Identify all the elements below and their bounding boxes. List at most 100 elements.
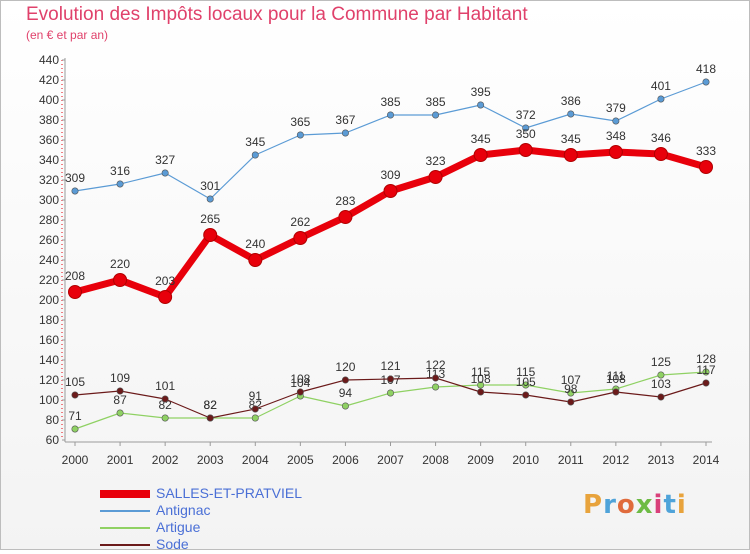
data-label: 345 (471, 132, 491, 146)
x-tick-label: 2014 (693, 453, 720, 467)
y-tick-label: 300 (39, 193, 59, 207)
data-point (428, 170, 443, 184)
data-point (296, 131, 304, 139)
logo-letter: i (676, 490, 687, 520)
legend-label: Sode (156, 536, 189, 552)
x-tick-label: 2009 (467, 453, 494, 467)
data-point (473, 148, 488, 162)
chart-title: Evolution des Impôts locaux pour la Comm… (26, 4, 528, 25)
data-label: 108 (606, 372, 626, 386)
data-label: 327 (155, 153, 175, 167)
series-antignac: 309 316 327 301 345 365 367 385 385 395 372 386 379 4… (65, 62, 716, 203)
data-label: 87 (113, 393, 127, 407)
data-label: 94 (339, 386, 353, 400)
data-point (702, 379, 710, 387)
x-tick-label: 2001 (107, 453, 134, 467)
data-point (251, 405, 259, 413)
data-label: 301 (200, 179, 220, 193)
data-label: 386 (561, 94, 581, 108)
data-point (657, 371, 665, 379)
data-label: 117 (696, 363, 715, 377)
data-point (518, 143, 533, 157)
legend-swatch (100, 544, 150, 546)
y-tick-label: 140 (39, 353, 59, 367)
data-label: 333 (696, 144, 716, 158)
data-point (116, 409, 124, 417)
data-label: 108 (471, 372, 491, 386)
proxiti-logo[interactable]: Proxiti (583, 490, 687, 520)
data-label: 208 (65, 269, 85, 283)
data-point (293, 231, 308, 245)
data-point (699, 160, 713, 174)
logo-letter: o (616, 490, 636, 520)
y-tick-label: 260 (39, 233, 59, 247)
data-point (161, 414, 169, 422)
data-point (203, 228, 218, 242)
y-tick-label: 280 (39, 213, 59, 227)
legend-label: Antignac (156, 502, 211, 518)
data-label: 220 (110, 257, 130, 271)
data-label: 283 (335, 194, 355, 208)
legend-label: Artigue (156, 519, 201, 535)
data-label: 122 (426, 358, 446, 372)
y-tick-label: 320 (39, 173, 59, 187)
x-tick-label: 2002 (152, 453, 179, 467)
y-tick-label: 380 (39, 113, 59, 127)
legend-swatch (100, 527, 150, 529)
data-label: 365 (290, 115, 310, 129)
data-label: 115 (516, 365, 535, 379)
x-tick-label: 2007 (377, 453, 404, 467)
logo-letter: t (663, 490, 677, 520)
data-point (161, 169, 169, 177)
data-label: 385 (380, 95, 400, 109)
data-point (206, 414, 214, 422)
x-tick-label: 2000 (62, 453, 89, 467)
logo-letter: P (583, 490, 604, 520)
x-tick-label: 2011 (558, 453, 584, 467)
data-point (612, 117, 620, 125)
data-point (116, 387, 124, 395)
x-tick-label: 2003 (197, 453, 224, 467)
logo-letter: i (653, 490, 664, 520)
y-tick-label: 440 (39, 53, 59, 67)
x-tick-label: 2005 (287, 453, 314, 467)
logo-letter: x (635, 490, 654, 520)
series-artigue: 718782828210494107113115115107111125128 (68, 352, 716, 433)
data-point (567, 398, 575, 406)
data-point (71, 391, 79, 399)
data-point (386, 389, 394, 397)
data-point (567, 389, 575, 397)
y-tick-label: 100 (39, 393, 59, 407)
y-tick-label: 180 (39, 313, 59, 327)
y-tick-label: 360 (39, 133, 59, 147)
data-label: 418 (696, 62, 716, 76)
x-tick-label: 2013 (648, 453, 675, 467)
data-point (71, 187, 79, 195)
data-point (702, 368, 710, 376)
data-point (567, 110, 575, 118)
data-label: 107 (561, 373, 581, 387)
data-point (341, 129, 349, 137)
x-tick-label: 2006 (332, 453, 359, 467)
data-label: 401 (651, 79, 671, 93)
data-point (248, 253, 263, 267)
series-salles-et-pratviel: 208 220 203 265 240 262 283 309 323 345 350 345 348 3… (65, 127, 716, 304)
x-tick-label: 2008 (422, 453, 449, 467)
data-point (68, 285, 82, 299)
data-point (657, 393, 665, 401)
y-tick-label: 200 (39, 293, 59, 307)
data-label: 309 (65, 171, 85, 185)
data-point (341, 402, 349, 410)
data-point (432, 374, 440, 382)
y-tick-label: 240 (39, 253, 59, 267)
y-tick-label: 340 (39, 153, 59, 167)
data-label: 121 (380, 359, 400, 373)
data-label: 71 (68, 409, 82, 423)
y-tick-label: 420 (39, 73, 59, 87)
data-label: 108 (290, 372, 310, 386)
y-tick-label: 220 (39, 273, 59, 287)
data-label: 240 (245, 237, 265, 251)
data-label: 316 (110, 164, 130, 178)
y-tick-label: 400 (39, 93, 59, 107)
data-label: 345 (561, 132, 581, 146)
